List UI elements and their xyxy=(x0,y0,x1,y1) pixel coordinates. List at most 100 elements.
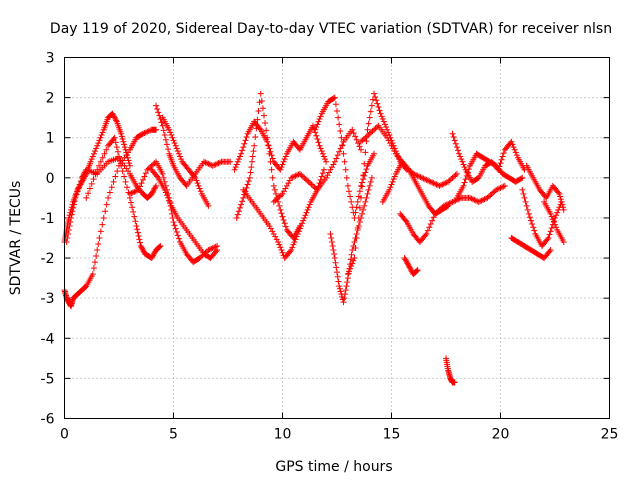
data-point-fill xyxy=(77,178,84,185)
data-point-fill xyxy=(375,103,382,110)
data-point-fill xyxy=(436,206,443,213)
data-point-fill xyxy=(295,228,302,235)
data-point-fill xyxy=(117,158,124,165)
data-point-fill xyxy=(110,111,117,118)
data-point-fill xyxy=(342,166,349,173)
data-point-fill xyxy=(337,128,344,135)
data-point-fill xyxy=(92,259,99,266)
data-point xyxy=(371,90,378,97)
data-point-fill xyxy=(238,201,245,208)
data-point-fill xyxy=(248,158,255,165)
data-point-fill xyxy=(145,128,152,135)
data-point-fill xyxy=(385,129,392,136)
data-point-fill xyxy=(460,161,467,168)
data-point xyxy=(296,170,303,177)
data-point-fill xyxy=(360,136,367,143)
data-point-fill xyxy=(381,121,388,128)
data-point-fill xyxy=(371,126,378,133)
data-point-fill xyxy=(555,189,562,196)
data-point-fill xyxy=(236,204,243,211)
data-point-fill xyxy=(217,159,224,166)
data-point-fill xyxy=(209,245,216,252)
data-point-fill xyxy=(363,166,370,173)
data-point-fill xyxy=(361,172,368,179)
data-point-fill xyxy=(448,199,455,206)
data-point-fill xyxy=(549,216,556,223)
data-point xyxy=(449,130,456,137)
data-point-fill xyxy=(461,179,468,186)
data-point-fill xyxy=(546,248,553,255)
data-point-fill xyxy=(141,173,148,180)
data-point xyxy=(456,150,463,157)
data-point xyxy=(94,166,101,173)
data-point-fill xyxy=(281,156,288,163)
data-point xyxy=(484,194,491,201)
data-point-fill xyxy=(380,118,387,125)
data-point-fill xyxy=(211,162,218,169)
data-point-fill xyxy=(268,166,275,173)
data-point-fill xyxy=(101,150,108,157)
data-point-fill xyxy=(282,185,289,192)
data-point-fill xyxy=(156,112,163,119)
data-point-fill xyxy=(280,216,287,223)
data-point-fill xyxy=(361,202,368,209)
chart-title: Day 119 of 2020, Sidereal Day-to-day VTE… xyxy=(50,21,612,37)
data-point xyxy=(264,134,271,141)
data-point-fill xyxy=(248,164,255,171)
data-point xyxy=(118,162,125,169)
data-point-fill xyxy=(360,206,367,213)
data-point-fill xyxy=(96,162,103,169)
data-point xyxy=(323,174,330,181)
data-point-fill xyxy=(282,223,289,230)
data-point-fill xyxy=(291,239,298,246)
data-point-fill xyxy=(320,153,327,160)
data-point-fill xyxy=(151,185,158,192)
data-point-fill xyxy=(131,213,138,220)
data-point xyxy=(270,182,277,189)
data-point-fill xyxy=(64,235,71,241)
data-point-fill xyxy=(205,160,212,167)
data-point-fill xyxy=(173,145,180,152)
data-point-fill xyxy=(554,209,561,216)
data-point-fill xyxy=(307,180,314,187)
data-point xyxy=(423,230,430,237)
data-point-fill xyxy=(65,226,72,233)
data-point-fill xyxy=(175,150,182,157)
data-point xyxy=(384,134,391,141)
data-point xyxy=(209,162,216,169)
data-point-fill xyxy=(273,196,280,203)
data-point-fill xyxy=(430,214,437,221)
data-point-fill xyxy=(439,181,446,188)
data-point-fill xyxy=(557,193,564,200)
data-point-fill xyxy=(526,214,533,221)
y-tick-label: -5 xyxy=(41,371,55,387)
data-point xyxy=(270,198,277,205)
data-point-fill xyxy=(150,186,157,193)
data-point-fill xyxy=(326,169,333,176)
data-point-fill xyxy=(103,201,110,208)
data-point-fill xyxy=(90,265,97,272)
data-point-fill xyxy=(70,204,77,211)
data-point-fill xyxy=(312,185,319,192)
data-point-fill xyxy=(129,204,136,211)
data-point-fill xyxy=(232,164,239,171)
data-point-fill xyxy=(356,143,363,150)
data-points xyxy=(61,90,567,386)
data-point-fill xyxy=(131,188,138,195)
data-point xyxy=(238,150,245,157)
data-point-fill xyxy=(97,228,104,235)
data-point-fill xyxy=(247,169,254,176)
data-point-fill xyxy=(66,222,73,229)
data-point xyxy=(547,210,554,217)
data-point-fill xyxy=(258,97,265,104)
data-point xyxy=(310,122,317,129)
data-point xyxy=(172,142,179,149)
data-point-fill xyxy=(97,158,104,165)
data-point-fill xyxy=(151,160,158,167)
data-point-fill xyxy=(391,148,398,155)
data-point xyxy=(519,174,526,181)
data-point-fill xyxy=(161,132,168,139)
data-point-fill xyxy=(318,173,325,180)
data-point xyxy=(159,170,166,177)
data-point xyxy=(340,299,347,306)
